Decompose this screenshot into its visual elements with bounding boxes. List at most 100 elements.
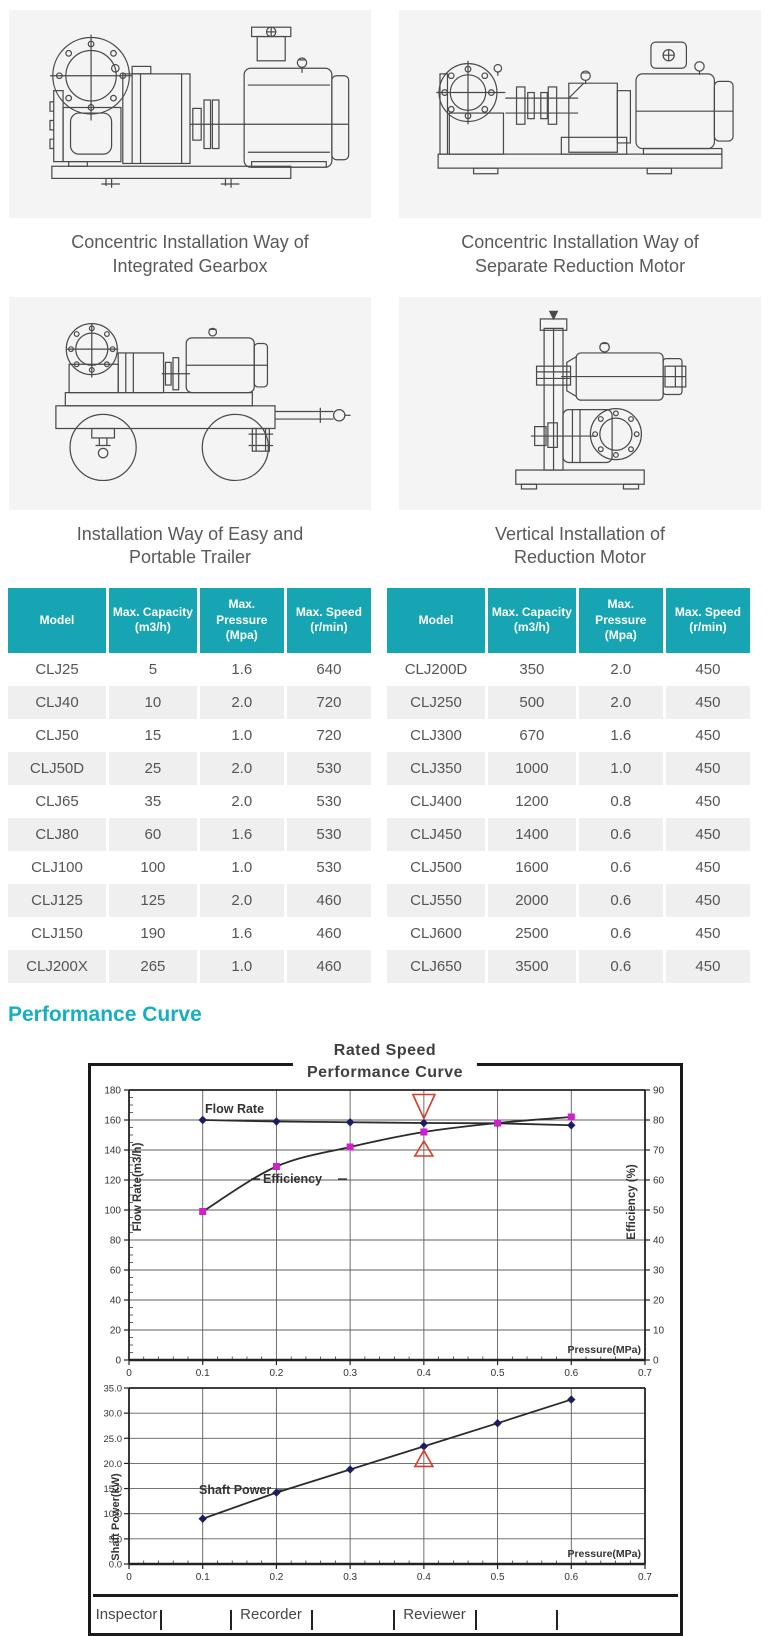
table-cell: CLJ250 — [387, 685, 485, 719]
table-row: CLJ80 60 1.6 530 — [8, 817, 371, 851]
signoff-inspector: Inspector — [93, 1597, 162, 1633]
table-cell: 500 — [485, 685, 576, 719]
table-cell: 530 — [283, 850, 371, 884]
table-cell: 265 — [106, 949, 197, 983]
column-header: Max. Speed (r/min) — [283, 588, 371, 653]
table-cell: 450 — [662, 949, 750, 983]
table-cell: CLJ300 — [387, 718, 485, 752]
column-header: Max. Pressure (Mpa) — [196, 588, 284, 653]
table-cell: 2000 — [485, 883, 576, 917]
table-cell: CLJ550 — [387, 883, 485, 917]
svg-text:0.2: 0.2 — [269, 1368, 283, 1379]
table-cell: 450 — [662, 850, 750, 884]
table-cell: 1.6 — [196, 817, 284, 851]
rated-speed-chart: 0 20 40 60 80 100 120 140 160 180 0 10 20 30 40 50 60 70 8… — [104, 1085, 665, 1379]
svg-text:0.2: 0.2 — [269, 1572, 283, 1583]
table-cell: 1.6 — [575, 718, 663, 752]
svg-text:35.0: 35.0 — [104, 1383, 123, 1394]
table-cell: CLJ350 — [387, 751, 485, 785]
section-heading: Performance Curve — [8, 1002, 202, 1026]
table-cell: 530 — [283, 784, 371, 818]
table-cell: 450 — [662, 685, 750, 719]
table-cell: 1600 — [485, 850, 576, 884]
table-row: CLJ50D 25 2.0 530 — [8, 751, 371, 785]
svg-text:0.3: 0.3 — [343, 1368, 357, 1379]
svg-text:0.5: 0.5 — [491, 1368, 505, 1379]
table-cell: 350 — [485, 652, 576, 686]
table-row: CLJ400 1200 0.8 450 — [387, 784, 750, 818]
table-cell: 2.0 — [196, 751, 284, 785]
figure-panel — [399, 10, 761, 218]
svg-text:0.3: 0.3 — [343, 1572, 357, 1583]
table-row: CLJ65 35 2.0 530 — [8, 784, 371, 818]
spec-tables: Model Max. Capacity (m3/h) Max. Pressure (… — [0, 588, 770, 983]
table-cell: 670 — [485, 718, 576, 752]
table-cell: CLJ125 — [8, 883, 106, 917]
svg-text:10.0: 10.0 — [104, 1509, 123, 1520]
figure-integrated-gearbox: Concentric Installation Way of Integrate… — [9, 10, 371, 293]
figure-portable-trailer: Installation Way of Easy and Portable Tr… — [9, 296, 371, 585]
installation-figures: Concentric Installation Way of Integrate… — [0, 0, 770, 584]
signoff-blank — [161, 1597, 232, 1633]
table-cell: CLJ200D — [387, 652, 485, 686]
svg-text:20.0: 20.0 — [104, 1459, 123, 1470]
svg-text:90: 90 — [653, 1085, 665, 1096]
svg-text:0: 0 — [126, 1572, 132, 1583]
svg-text:30: 30 — [653, 1265, 665, 1276]
table-cell: CLJ80 — [8, 817, 106, 851]
table-cell: 2.0 — [196, 784, 284, 818]
table-cell: CLJ450 — [387, 817, 485, 851]
table-cell: CLJ400 — [387, 784, 485, 818]
table-cell: 2.0 — [575, 652, 663, 686]
svg-text:0.1: 0.1 — [196, 1572, 210, 1583]
table-cell: CLJ200X — [8, 949, 106, 983]
table-cell: 1200 — [485, 784, 576, 818]
table-cell: 5 — [106, 652, 197, 686]
table-cell: 450 — [662, 718, 750, 752]
table-cell: 0.8 — [575, 784, 663, 818]
table-row: CLJ40 10 2.0 720 — [8, 685, 371, 719]
figure-caption: Concentric Installation Way of Integrate… — [71, 232, 309, 276]
table-cell: 2500 — [485, 916, 576, 950]
column-header: Max. Capacity (m3/h) — [106, 588, 197, 653]
table-cell: 0.6 — [575, 850, 663, 884]
performance-curve-figure: Rated Speed Performance Curve 0 20 40 60 80 1… — [87, 1039, 683, 1636]
svg-text:Flow Rate: Flow Rate — [205, 1102, 264, 1116]
signoff-recorder: Recorder — [231, 1597, 313, 1633]
figure-panel — [9, 10, 371, 218]
table-row: CLJ125 125 2.0 460 — [8, 883, 371, 917]
table-cell: 450 — [662, 652, 750, 686]
pump-drawing-separate-reduction-motor — [436, 41, 734, 175]
shaft-power-chart: 0.0 5.0 10.0 15.0 20.0 25.0 30.0 35.0 0 0.1 0.2 0.3… — [104, 1383, 653, 1583]
table-cell: 1.6 — [196, 652, 284, 686]
svg-text:140: 140 — [104, 1145, 121, 1156]
table-cell: 530 — [283, 751, 371, 785]
svg-text:180: 180 — [104, 1085, 121, 1096]
svg-text:Shaft Power: Shaft Power — [199, 1483, 271, 1497]
table-cell: 190 — [106, 916, 197, 950]
svg-text:0.6: 0.6 — [564, 1368, 578, 1379]
table-cell: 1.0 — [196, 850, 284, 884]
table-cell: 460 — [283, 883, 371, 917]
svg-text:0: 0 — [115, 1355, 121, 1366]
table-cell: CLJ500 — [387, 850, 485, 884]
svg-text:Pressure(MPa): Pressure(MPa) — [567, 1344, 641, 1356]
pump-drawing-vertical-reduction-motor — [515, 310, 687, 490]
table-cell: 1.0 — [196, 718, 284, 752]
table-row: CLJ50 15 1.0 720 — [8, 718, 371, 752]
table-cell: 125 — [106, 883, 197, 917]
table-row: CLJ550 2000 0.6 450 — [387, 883, 750, 917]
table-cell: 1.0 — [196, 949, 284, 983]
column-header: Max. Speed (r/min) — [662, 588, 750, 653]
svg-text:120: 120 — [104, 1175, 121, 1186]
table-cell: 1000 — [485, 751, 576, 785]
figure-caption: Vertical Installation of Reduction Motor — [494, 523, 666, 568]
svg-text:15.0: 15.0 — [104, 1484, 123, 1495]
svg-text:80: 80 — [653, 1115, 665, 1126]
table-cell: 3500 — [485, 949, 576, 983]
svg-text:20: 20 — [110, 1325, 122, 1336]
svg-text:Flow Rate(m3/h): Flow Rate(m3/h) — [132, 1142, 144, 1231]
figure-panel — [399, 296, 761, 510]
table-header-row: Model Max. Capacity (m3/h) Max. Pressure (… — [387, 588, 750, 653]
table-cell: 1.0 — [575, 751, 663, 785]
